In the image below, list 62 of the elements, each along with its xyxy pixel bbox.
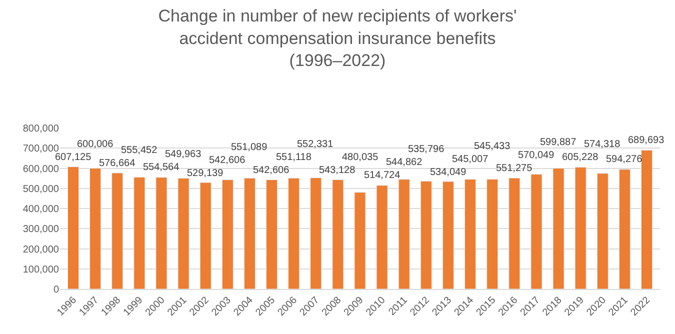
- y-tick-label: 300,000: [22, 224, 60, 236]
- data-label: 549,963: [165, 149, 202, 160]
- data-label: 551,118: [276, 152, 312, 163]
- bar: [354, 192, 366, 289]
- bar: [244, 178, 256, 289]
- data-label: 543,128: [319, 165, 356, 176]
- bar: [310, 178, 322, 289]
- bar: [552, 168, 564, 289]
- bar: [156, 177, 168, 289]
- bar: [398, 179, 410, 289]
- data-label: 551,275: [496, 163, 533, 174]
- data-label: 552,331: [297, 139, 334, 150]
- bar: [376, 185, 388, 289]
- bar: [486, 178, 498, 289]
- data-label: 607,125: [55, 152, 92, 163]
- data-label: 529,139: [187, 168, 224, 179]
- data-label: 545,007: [452, 154, 489, 165]
- y-tick-label: 600,000: [22, 164, 60, 175]
- bar: [134, 176, 146, 289]
- bar: [332, 179, 344, 289]
- data-label: 542,606: [253, 165, 290, 176]
- bar: [67, 166, 79, 289]
- bar: [222, 180, 234, 289]
- data-label: 555,452: [121, 145, 158, 156]
- data-label: 534,049: [430, 167, 467, 178]
- data-label: 545,433: [474, 141, 511, 152]
- data-label: 576,664: [99, 158, 136, 169]
- data-label: 570,049: [518, 150, 555, 161]
- bar: [90, 168, 102, 289]
- data-label: 605,228: [562, 152, 599, 163]
- data-label: 554,564: [143, 162, 180, 173]
- y-tick-label: 200,000: [22, 244, 60, 256]
- bar: [618, 169, 630, 289]
- data-label: 689,693: [628, 135, 665, 146]
- y-tick-label: 500,000: [22, 184, 60, 195]
- bar: [266, 180, 278, 289]
- bar: [420, 180, 432, 289]
- y-tick-label: 0: [53, 284, 60, 296]
- data-label: 480,035: [342, 152, 379, 163]
- bar: [641, 150, 653, 289]
- y-tick-label: 100,000: [22, 264, 60, 276]
- chart-title: Change in number of new recipients of workers' accident compensation insurance benefits (1996–2022): [158, 6, 517, 70]
- y-tick-label: 400,000: [22, 204, 60, 215]
- data-label: 542,606: [209, 155, 246, 166]
- data-label: 574,318: [584, 139, 621, 150]
- bar: [508, 178, 520, 289]
- data-label: 514,724: [364, 170, 401, 181]
- data-label: 551,089: [231, 142, 268, 153]
- data-label: 600,006: [77, 139, 114, 150]
- bar: [596, 173, 608, 289]
- bar: [530, 174, 542, 289]
- y-tick-label: 800,000: [22, 124, 60, 134]
- bar: [442, 181, 454, 289]
- data-label: 599,887: [540, 137, 577, 148]
- bar: [112, 172, 124, 289]
- data-label: 544,862: [386, 157, 423, 168]
- data-label: 535,796: [408, 144, 445, 155]
- bar: [200, 182, 212, 289]
- bar: [464, 179, 476, 289]
- bar: [288, 178, 300, 289]
- bar: [574, 166, 586, 289]
- bar: [178, 178, 190, 289]
